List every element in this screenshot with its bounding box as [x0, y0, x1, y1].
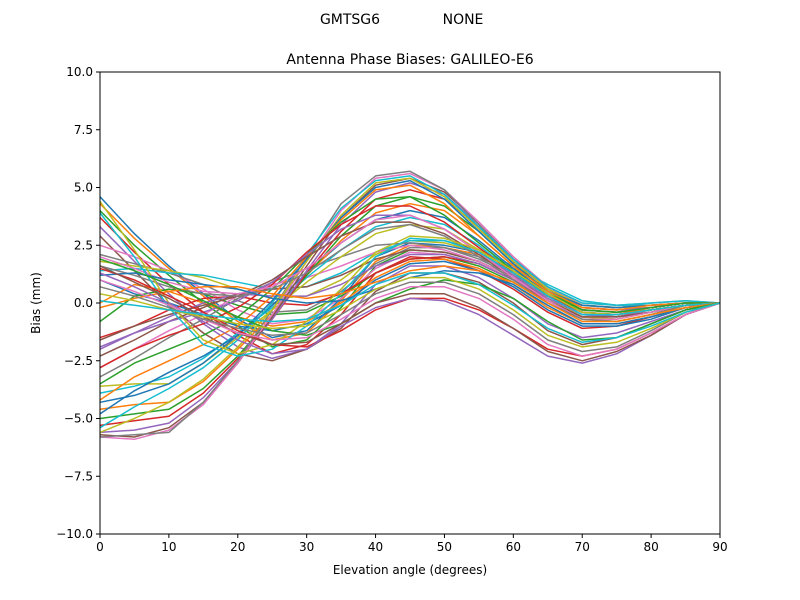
y-tick-label: 2.5	[74, 238, 93, 252]
series-line-33	[99, 195, 720, 385]
y-tick-label: 5.0	[74, 181, 93, 195]
y-tick-label: −10.0	[56, 527, 93, 541]
x-axis: 0 10 20 30 40 50 60 70 80 90	[96, 534, 728, 554]
series-line-37	[99, 214, 721, 320]
series-line-45	[99, 272, 721, 364]
y-tick-label: 7.5	[74, 123, 93, 137]
x-tick-label: 10	[161, 540, 176, 554]
y-tick-label: −5.0	[64, 412, 93, 426]
series-line-50	[99, 272, 721, 344]
x-tick-label: 90	[712, 540, 727, 554]
x-tick-label: 40	[368, 540, 383, 554]
y-axis-label: Bias (mm)	[29, 272, 43, 334]
suptitle-left: GMTSG6	[320, 12, 380, 28]
y-tick-label: −2.5	[64, 354, 93, 368]
series-line-49	[99, 276, 721, 348]
suptitle-right: NONE	[443, 12, 484, 28]
series-line-30	[99, 175, 721, 429]
y-tick-label: 10.0	[66, 65, 93, 79]
series-line-40	[99, 212, 721, 357]
x-tick-label: 70	[575, 540, 590, 554]
series-line-42	[99, 265, 721, 323]
series-layer	[99, 170, 721, 441]
series-line-48	[99, 281, 721, 353]
series-line-31	[99, 179, 720, 415]
series-line-36	[99, 221, 721, 341]
x-axis-label: Elevation angle (degrees)	[333, 563, 487, 577]
y-axis: −10.0 −7.5 −5.0 −2.5 0.0 2.5 5.0 7.5 10.0	[56, 65, 100, 541]
x-tick-label: 60	[506, 540, 521, 554]
x-tick-label: 50	[437, 540, 452, 554]
x-tick-label: 30	[299, 540, 314, 554]
y-tick-label: −7.5	[64, 469, 93, 483]
x-tick-label: 20	[230, 540, 245, 554]
chart-title: Antenna Phase Biases: GALILEO-E6	[286, 52, 533, 68]
x-tick-label: 0	[96, 540, 104, 554]
y-tick-label: 0.0	[74, 296, 93, 310]
x-tick-label: 80	[643, 540, 658, 554]
